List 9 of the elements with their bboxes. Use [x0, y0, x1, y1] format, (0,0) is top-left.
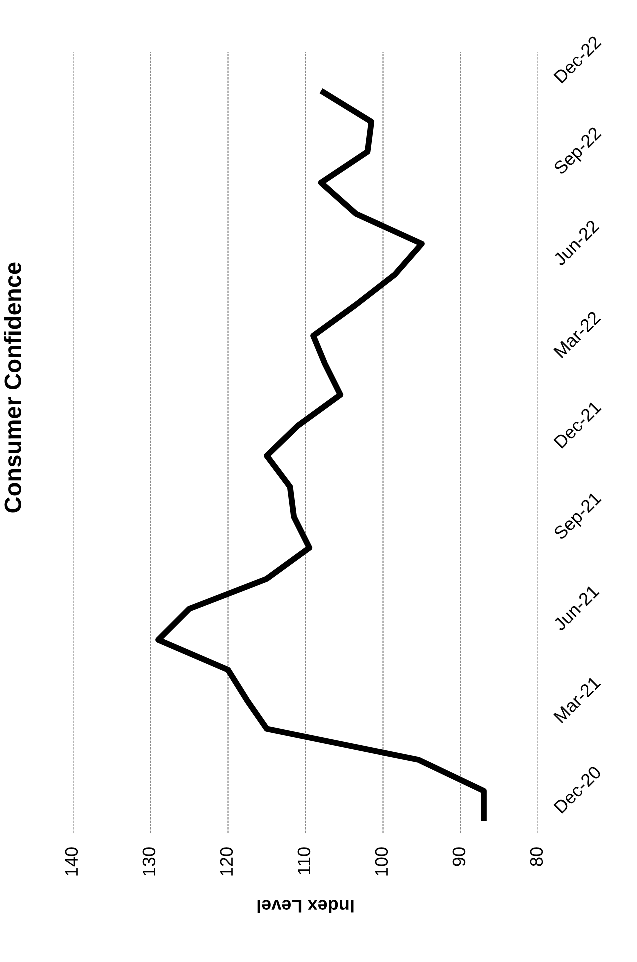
x-tick-label: 110	[298, 848, 311, 874]
x-tick-label: 120	[220, 848, 234, 876]
x-tick-label: 80	[530, 848, 544, 866]
x-tick-label: 90	[452, 848, 466, 866]
x-axis-title: Index Level	[258, 900, 354, 914]
text: Consumer Confidence	[4, 262, 22, 513]
x-tick-label: 140	[65, 848, 78, 876]
x-tick-label: 100	[375, 848, 388, 876]
x-tick-label: 130	[142, 848, 156, 876]
